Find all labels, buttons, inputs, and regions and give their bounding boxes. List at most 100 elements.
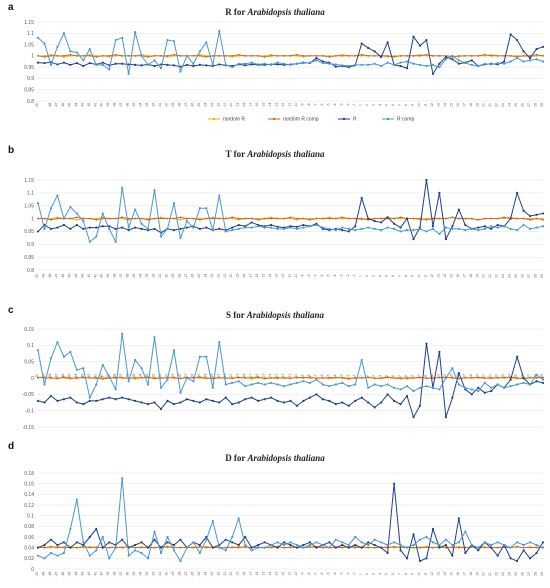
- data-point: [211, 216, 214, 219]
- data-point: [36, 230, 40, 233]
- x-tick-label: 11: [423, 374, 427, 378]
- x-tick-label: -32: [152, 273, 156, 278]
- data-point: [516, 545, 519, 548]
- data-point: [457, 517, 460, 520]
- data-point: [250, 376, 253, 379]
- data-point: [444, 543, 447, 547]
- data-point: [360, 196, 363, 200]
- x-tick-label: -14: [268, 273, 272, 278]
- data-point: [159, 67, 163, 70]
- data-point: [541, 60, 545, 63]
- data-point: [160, 54, 162, 57]
- x-tick-label: 12: [430, 103, 434, 107]
- x-tick-label: -2: [346, 103, 350, 106]
- data-point: [179, 216, 182, 219]
- x-tick-label: -32: [152, 571, 156, 576]
- data-point: [399, 230, 402, 233]
- data-point: [276, 63, 279, 66]
- data-point: [528, 59, 532, 62]
- x-tick-label: -24: [203, 571, 207, 576]
- data-point: [108, 54, 111, 57]
- data-point: [490, 227, 493, 230]
- data-point: [185, 220, 189, 223]
- x-tick-label: -32: [152, 102, 156, 107]
- x-tick-label: -46: [61, 102, 65, 107]
- data-point: [477, 549, 480, 552]
- data-point: [457, 59, 460, 62]
- data-point: [218, 194, 221, 197]
- x-tick-label: 13: [436, 374, 440, 378]
- x-tick-label: -12: [281, 273, 285, 278]
- data-point: [179, 401, 182, 404]
- x-tick-label: -22: [216, 571, 220, 576]
- data-point: [477, 386, 480, 389]
- data-point: [399, 216, 402, 219]
- data-point: [101, 54, 104, 57]
- data-point: [367, 226, 370, 229]
- x-tick-label: -42: [87, 373, 91, 378]
- x-tick-label: 14: [443, 572, 447, 576]
- data-point: [218, 340, 221, 344]
- data-point: [347, 54, 350, 57]
- data-point: [457, 377, 460, 380]
- y-tick-label: 1.15: [24, 20, 34, 26]
- x-tick-label: -50: [35, 373, 39, 378]
- data-point: [432, 546, 434, 549]
- data-point: [380, 64, 383, 68]
- x-tick-label: 17: [462, 274, 466, 278]
- x-tick-label: -13: [275, 571, 279, 576]
- data-point: [354, 54, 357, 57]
- data-point: [95, 217, 98, 220]
- data-point: [231, 377, 234, 380]
- data-point: [328, 546, 331, 549]
- data-point: [121, 226, 124, 229]
- data-point: [43, 56, 46, 58]
- data-point: [127, 54, 130, 57]
- data-point: [431, 225, 435, 228]
- data-point: [341, 217, 344, 220]
- data-point: [477, 54, 480, 57]
- data-point: [75, 541, 78, 544]
- data-point: [309, 546, 311, 549]
- data-point: [244, 545, 247, 548]
- data-point: [56, 217, 59, 220]
- data-point: [224, 396, 227, 399]
- x-tick-label: -6: [320, 572, 324, 575]
- x-tick-label: -22: [216, 373, 220, 378]
- data-point: [257, 376, 260, 378]
- data-point: [75, 54, 78, 57]
- data-point: [432, 54, 434, 57]
- x-tick-label: 16: [456, 274, 460, 278]
- data-point: [516, 383, 519, 386]
- data-point: [257, 543, 260, 547]
- data-point: [399, 61, 402, 64]
- data-point: [419, 54, 421, 57]
- data-point: [347, 227, 350, 230]
- x-tick-label: -38: [113, 102, 117, 107]
- data-point: [418, 44, 422, 47]
- data-point: [43, 377, 46, 379]
- legend-marker: [212, 117, 216, 121]
- data-point: [490, 389, 493, 393]
- data-point: [146, 557, 150, 560]
- data-point: [496, 554, 499, 557]
- data-point: [522, 546, 525, 549]
- y-tick-label: 0.1: [27, 513, 34, 519]
- data-point: [412, 416, 415, 419]
- data-point: [224, 230, 227, 233]
- x-tick-label: -35: [132, 273, 136, 278]
- data-point: [101, 63, 104, 66]
- chart-title: T for Arabidopsis thaliana: [226, 149, 325, 159]
- data-point: [82, 64, 85, 68]
- data-point: [231, 226, 234, 229]
- x-tick-label: -49: [41, 273, 45, 278]
- data-point: [528, 227, 532, 230]
- data-point: [373, 62, 376, 65]
- data-point: [360, 217, 363, 220]
- data-point: [289, 216, 292, 219]
- x-tick-label: 9: [411, 375, 415, 377]
- data-point: [367, 546, 370, 549]
- data-point: [88, 377, 91, 379]
- data-point: [88, 546, 91, 549]
- data-point: [205, 41, 208, 44]
